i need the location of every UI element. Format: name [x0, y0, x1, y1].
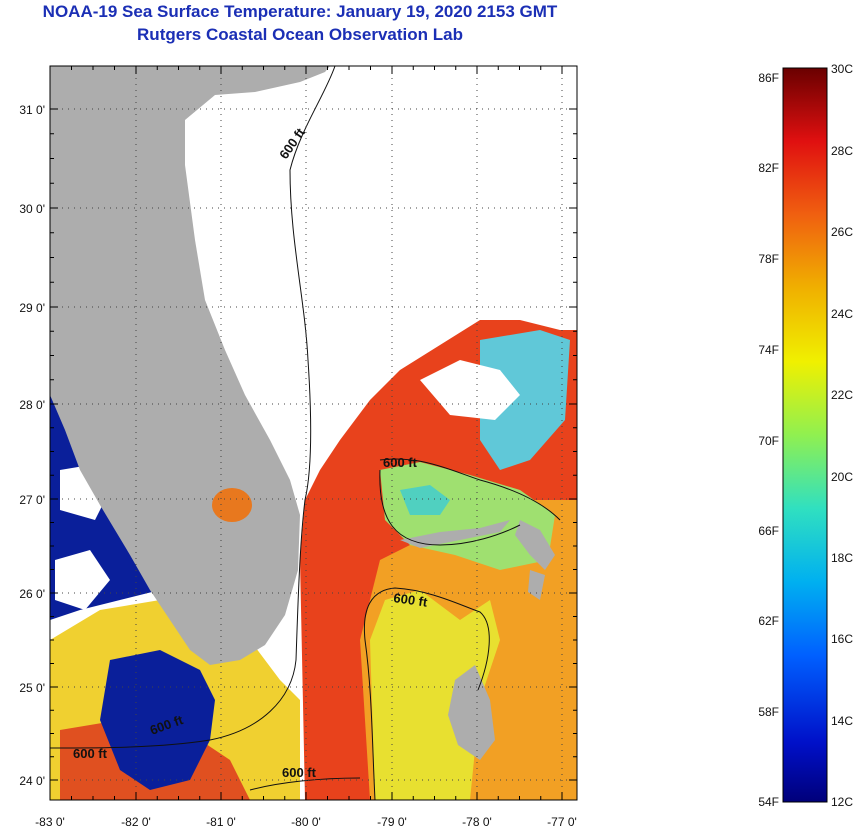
colorbar: 86F 82F 78F 74F 70F 66F 62F 58F 54F 30C …	[758, 62, 853, 809]
grand-bahama-island	[400, 520, 510, 548]
chart-subtitle: Rutgers Coastal Ocean Observation Lab	[137, 25, 463, 44]
colorbar-f-label: 62F	[758, 614, 779, 628]
colorbar-fahrenheit-labels: 86F 82F 78F 74F 70F 66F 62F 58F 54F	[758, 71, 779, 809]
isobath-little-bahama-inner	[379, 469, 521, 546]
lon-label: -83 0'	[35, 815, 65, 829]
colorbar-f-label: 70F	[758, 434, 779, 448]
axis-ticks	[49, 66, 577, 800]
cool-eddy-patch	[400, 485, 450, 515]
lon-label: -78 0'	[462, 815, 492, 829]
lat-label: 30 0'	[19, 202, 45, 216]
abaco-island	[515, 520, 555, 570]
lon-label: -77 0'	[547, 815, 577, 829]
colorbar-c-label: 20C	[831, 470, 853, 484]
colorbar-f-label: 54F	[758, 795, 779, 809]
latitude-axis: 31 0' 30 0' 29 0' 28 0' 27 0' 26 0' 25 0…	[19, 103, 45, 788]
lon-label: -81 0'	[206, 815, 236, 829]
longitude-axis: -83 0' -82 0' -81 0' -80 0' -79 0' -78 0…	[35, 815, 577, 829]
contour-label-little-bahama: 600 ft	[383, 455, 418, 470]
cloud-gap-west-2	[55, 550, 110, 610]
lat-label: 26 0'	[19, 587, 45, 601]
lat-label: 29 0'	[19, 301, 45, 315]
colorbar-c-label: 30C	[831, 62, 853, 76]
isobath-great-bahama	[363, 587, 490, 800]
colorbar-c-label: 26C	[831, 225, 853, 239]
isobath-keys	[249, 777, 361, 791]
lat-label: 28 0'	[19, 398, 45, 412]
contour-label-south: 600 ft	[282, 765, 317, 780]
small-bahamas-island	[528, 570, 545, 600]
colorbar-f-label: 78F	[758, 252, 779, 266]
colorbar-c-label: 12C	[831, 795, 853, 809]
chart-title: NOAA-19 Sea Surface Temperature: January…	[42, 2, 558, 21]
andros-island	[448, 665, 495, 760]
colorbar-c-label: 22C	[831, 388, 853, 402]
colorbar-f-label: 74F	[758, 343, 779, 357]
cloud-blob-east	[420, 360, 520, 420]
colorbar-celsius-labels: 30C 28C 26C 24C 22C 20C 18C 16C 14C 12C	[831, 62, 853, 809]
colorbar-f-label: 58F	[758, 705, 779, 719]
isobath-little-bahama	[379, 458, 561, 521]
colorbar-gradient	[782, 67, 828, 803]
colorbar-f-label: 66F	[758, 524, 779, 538]
lat-label: 24 0'	[19, 774, 45, 788]
contour-label-keys-west: 600 ft	[73, 746, 108, 761]
lon-label: -80 0'	[291, 815, 321, 829]
contour-label-great-bahama: 600 ft	[393, 590, 429, 610]
cool-streak	[480, 330, 570, 470]
lat-label: 27 0'	[19, 493, 45, 507]
cold-water-southwest	[100, 650, 215, 790]
lat-label: 25 0'	[19, 681, 45, 695]
colorbar-c-label: 28C	[831, 144, 853, 158]
lon-label: -82 0'	[121, 815, 151, 829]
map-frame	[49, 65, 578, 801]
lake-okeechobee	[212, 488, 252, 522]
colorbar-c-label: 18C	[831, 551, 853, 565]
colorbar-f-label: 82F	[758, 161, 779, 175]
lat-lon-grid	[50, 66, 577, 800]
florida-land	[50, 66, 330, 665]
lat-label: 31 0'	[19, 103, 45, 117]
colorbar-c-label: 14C	[831, 714, 853, 728]
colorbar-f-label: 86F	[758, 71, 779, 85]
lon-label: -79 0'	[377, 815, 407, 829]
isobath-florida-east	[50, 66, 336, 749]
map-panel: 600 ft 600 ft 600 ft 600 ft 600 ft 600 f…	[50, 66, 577, 800]
colorbar-c-label: 16C	[831, 632, 853, 646]
isobath-contours	[50, 66, 561, 800]
colorbar-c-label: 24C	[831, 307, 853, 321]
